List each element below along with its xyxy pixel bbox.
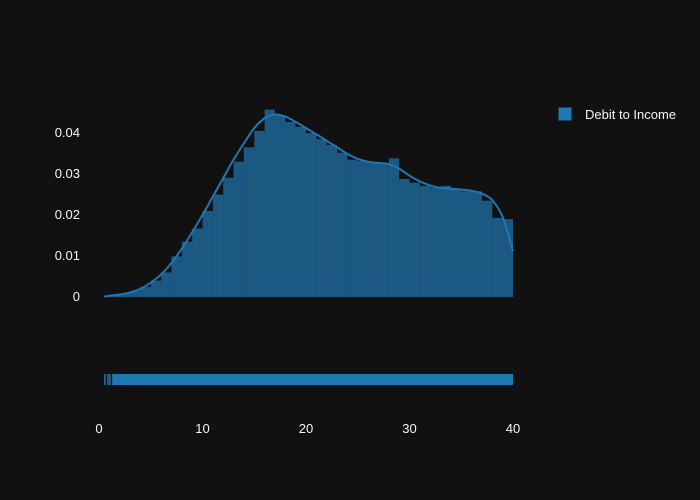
x-tick-label: 0 <box>95 421 102 436</box>
histogram-bar[interactable] <box>264 109 275 297</box>
histogram-bar[interactable] <box>254 130 265 297</box>
histogram-bar[interactable] <box>274 114 286 298</box>
kde-curve[interactable] <box>104 113 514 298</box>
histogram-bar[interactable] <box>337 152 348 297</box>
histogram-bar[interactable] <box>181 241 193 297</box>
histogram-bar[interactable] <box>440 185 451 297</box>
histogram-bar[interactable] <box>368 162 379 297</box>
histogram-bar[interactable] <box>140 286 151 297</box>
x-tick-label: 30 <box>402 421 416 436</box>
histogram-bar[interactable] <box>306 133 317 297</box>
y-tick-label: 0 <box>73 289 80 304</box>
histogram-bar[interactable] <box>202 210 213 297</box>
rug-tick <box>107 374 109 385</box>
histogram-bar[interactable] <box>119 293 131 297</box>
histogram-bar[interactable] <box>295 126 306 297</box>
histogram-bar[interactable] <box>130 290 141 297</box>
histogram-bar[interactable] <box>316 139 327 297</box>
legend-label[interactable]: Debit to Income <box>585 107 676 122</box>
rug-tick <box>115 374 118 385</box>
histogram-bar[interactable] <box>171 256 182 297</box>
x-tick-label: 20 <box>299 421 313 436</box>
histogram-bar[interactable] <box>243 147 255 297</box>
x-tick-label: 40 <box>506 421 520 436</box>
x-tick-label: 10 <box>195 421 209 436</box>
histogram-bar[interactable] <box>326 144 338 297</box>
histogram-bar[interactable] <box>378 162 389 297</box>
histogram-bar[interactable] <box>347 159 358 297</box>
rug-tick <box>121 374 124 385</box>
legend[interactable]: Debit to Income <box>558 107 676 122</box>
rug-plot <box>104 374 514 385</box>
histogram-bar[interactable] <box>461 191 472 297</box>
histogram-bar[interactable] <box>150 280 162 297</box>
histogram-bar[interactable] <box>192 228 203 297</box>
y-tick-label: 0.04 <box>55 125 80 140</box>
histogram-bar[interactable] <box>409 182 420 297</box>
histogram-bar[interactable] <box>492 217 503 297</box>
y-tick-label: 0.02 <box>55 207 80 222</box>
rug-tick <box>118 374 121 385</box>
x-axis-ticks: 0 10 20 30 40 <box>95 421 520 436</box>
histogram-bar[interactable] <box>430 187 441 297</box>
histogram-bar[interactable] <box>419 185 431 297</box>
y-tick-label: 0.03 <box>55 166 80 181</box>
histogram-bar[interactable] <box>161 272 172 297</box>
histogram-bar[interactable] <box>233 161 244 297</box>
rug-tick <box>112 374 115 385</box>
plot-area <box>104 109 514 298</box>
legend-swatch[interactable] <box>558 107 572 121</box>
rug-tick <box>109 374 111 385</box>
histogram-bar[interactable] <box>357 160 369 297</box>
histogram-bar[interactable] <box>399 178 410 297</box>
histogram-bar[interactable] <box>388 158 400 297</box>
histogram-bar[interactable] <box>502 219 513 297</box>
y-axis-ticks: 0 0.01 0.02 0.03 0.04 <box>55 125 80 304</box>
rug-tick <box>104 374 106 385</box>
histogram-bar[interactable] <box>223 177 234 297</box>
histogram-bar[interactable] <box>285 121 296 298</box>
histogram-bar[interactable] <box>212 194 224 298</box>
histogram-bar[interactable] <box>450 189 462 297</box>
y-tick-label: 0.01 <box>55 248 80 263</box>
histogram-bar[interactable] <box>471 191 482 297</box>
histogram-bar[interactable] <box>481 200 493 297</box>
rug-band <box>113 374 514 385</box>
